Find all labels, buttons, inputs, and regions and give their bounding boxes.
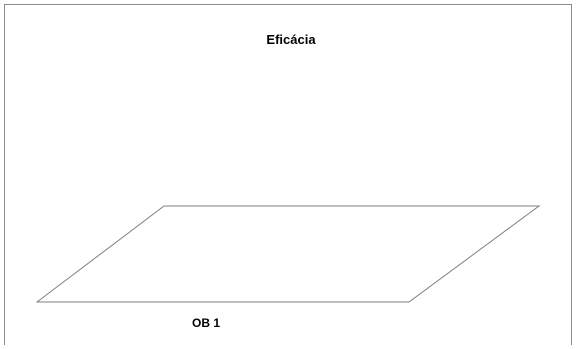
chart-area: [4, 4, 572, 345]
chart-floor: [35, 205, 541, 303]
category-axis: OB 1: [192, 316, 220, 330]
category-label: OB 1: [192, 316, 220, 330]
chart-title: Eficácia: [266, 32, 316, 47]
